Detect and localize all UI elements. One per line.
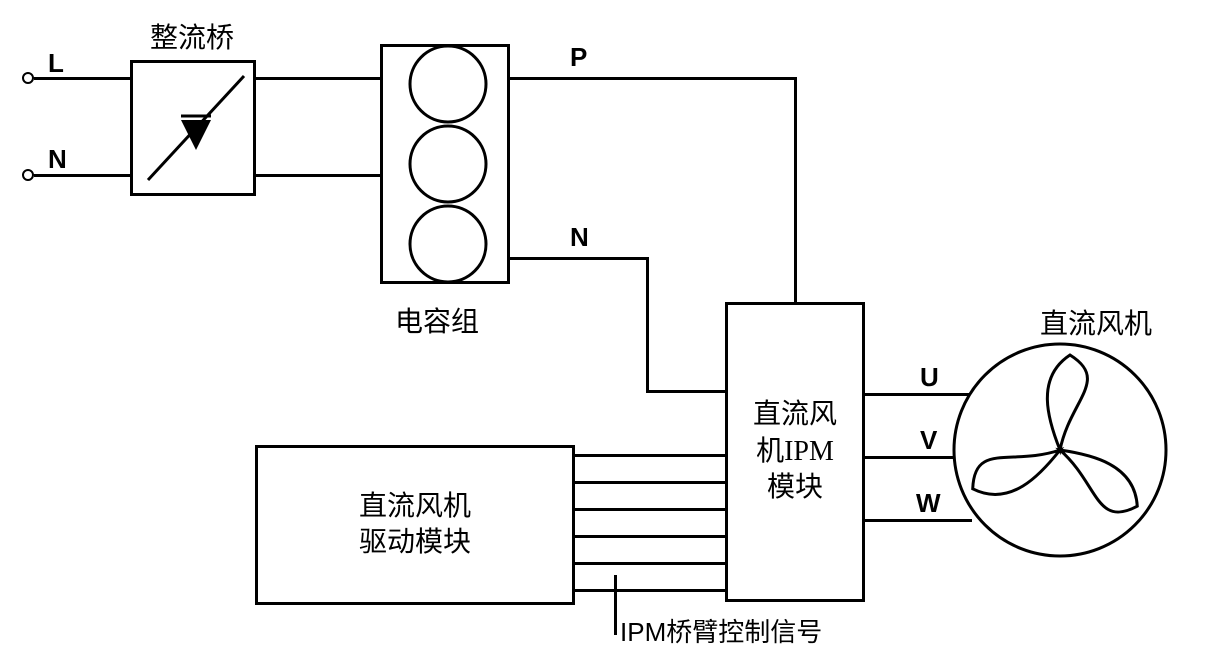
diode-icon bbox=[133, 60, 253, 196]
rectifier-title: 整流桥 bbox=[150, 16, 234, 56]
fan-icon bbox=[950, 340, 1170, 560]
rectifier-block bbox=[130, 60, 256, 196]
wire-rect-cap-top bbox=[256, 77, 380, 80]
wire-ctrl-2 bbox=[575, 481, 725, 484]
wire-ctrl-6 bbox=[575, 589, 725, 592]
ipm-block: 直流风 机IPM 模块 bbox=[725, 302, 865, 602]
wire-ctrl-1 bbox=[575, 454, 725, 457]
ipm-title: 直流风 机IPM 模块 bbox=[753, 397, 837, 506]
wire-n-vert bbox=[646, 257, 649, 393]
capacitor-title: 电容组 bbox=[395, 300, 479, 340]
wire-rect-cap-bot bbox=[256, 174, 380, 177]
label-w: W bbox=[916, 488, 941, 519]
fan-block bbox=[950, 340, 1170, 560]
wire-n-in bbox=[34, 174, 130, 177]
wire-p-horiz bbox=[510, 77, 797, 80]
wire-ctrl-4 bbox=[575, 535, 725, 538]
wire-n-horiz1 bbox=[510, 257, 649, 260]
label-ipm-signal: IPM桥臂控制信号 bbox=[620, 612, 822, 649]
driver-title: 直流风机 驱动模块 bbox=[359, 489, 471, 562]
driver-block: 直流风机 驱动模块 bbox=[255, 445, 575, 605]
label-l: L bbox=[48, 48, 64, 79]
fan-title: 直流风机 bbox=[1040, 302, 1152, 342]
label-n2: N bbox=[570, 222, 589, 253]
terminal-l bbox=[22, 72, 34, 84]
terminal-n bbox=[22, 169, 34, 181]
label-u: U bbox=[920, 362, 939, 393]
wire-v bbox=[865, 456, 953, 459]
label-p: P bbox=[570, 42, 587, 73]
label-n: N bbox=[48, 144, 67, 175]
wire-l-in bbox=[34, 77, 130, 80]
wire-ctrl-5 bbox=[575, 562, 725, 565]
wire-signal-lead bbox=[614, 575, 617, 635]
capacitor-circles-icon bbox=[383, 44, 507, 284]
capacitor-group-block bbox=[380, 44, 510, 284]
wire-p-vert bbox=[794, 77, 797, 305]
wire-ctrl-3 bbox=[575, 508, 725, 511]
wire-n-horiz2 bbox=[646, 390, 728, 393]
label-v: V bbox=[920, 425, 937, 456]
